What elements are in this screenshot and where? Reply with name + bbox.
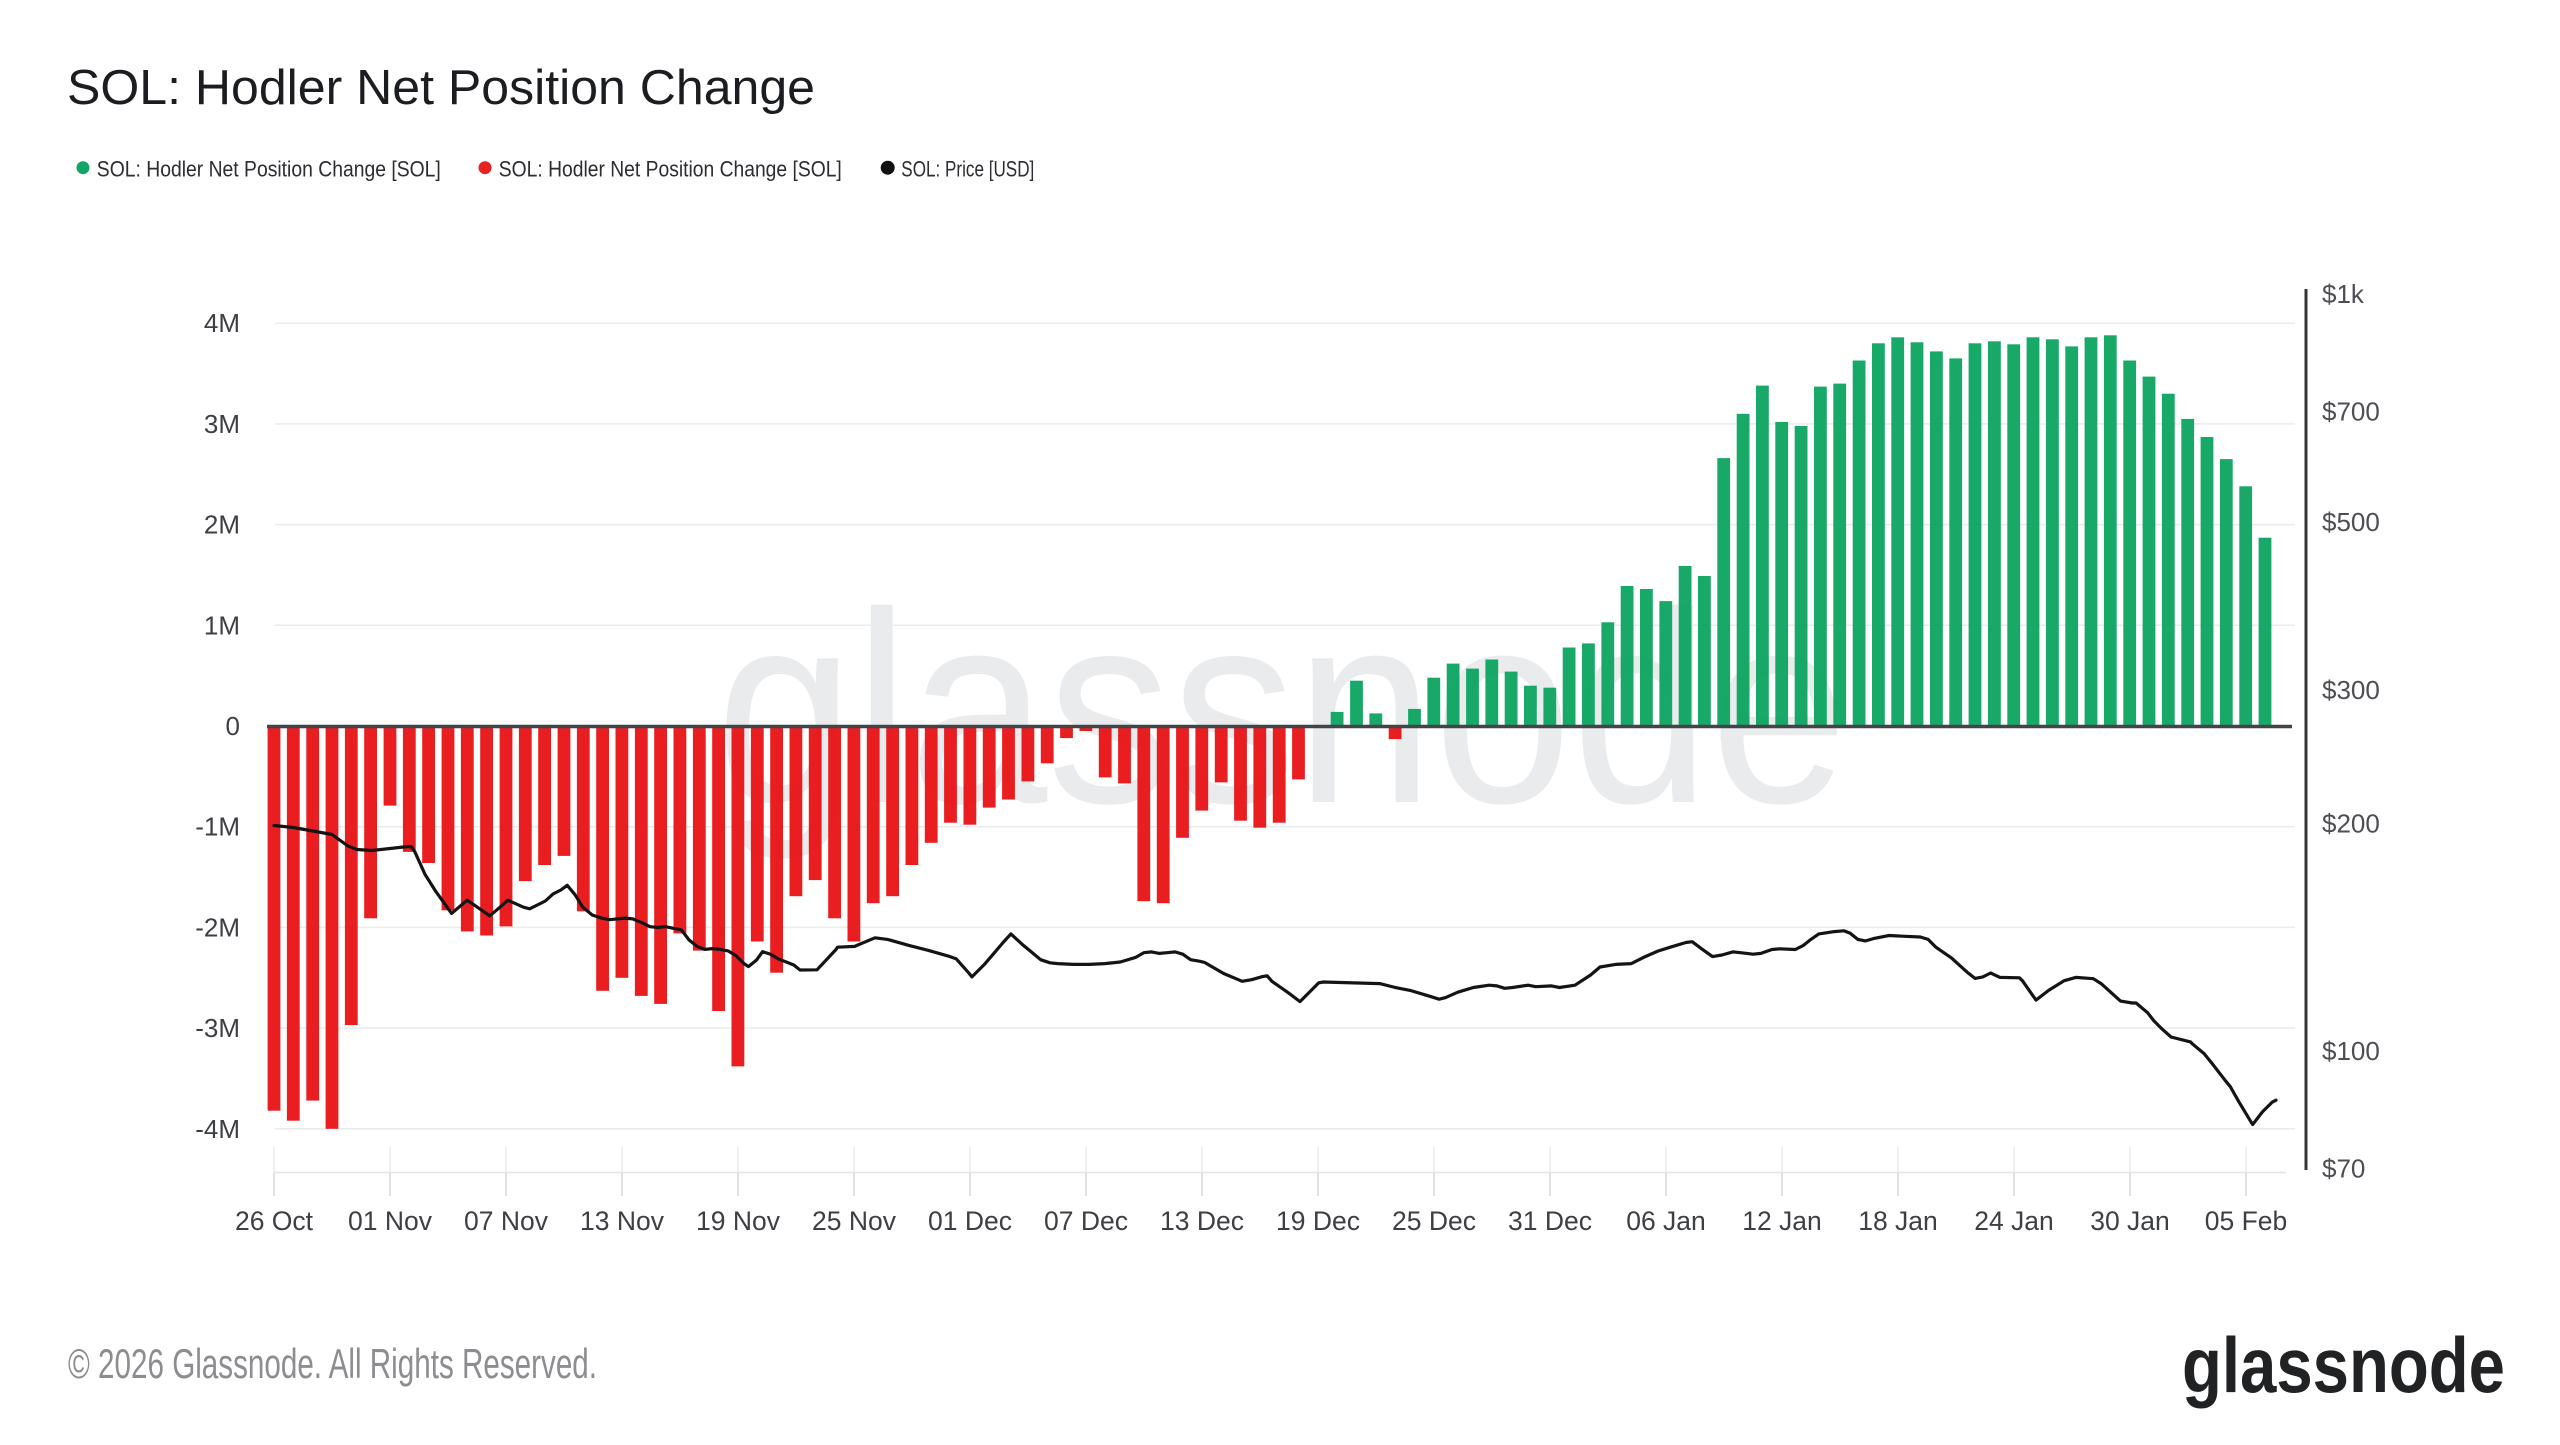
svg-text:$500: $500 (2322, 507, 2380, 537)
svg-text:06 Jan: 06 Jan (1626, 1206, 1706, 1236)
svg-text:$300: $300 (2322, 675, 2380, 705)
svg-text:2M: 2M (204, 510, 240, 540)
svg-text:$200: $200 (2322, 808, 2380, 838)
svg-text:13 Nov: 13 Nov (580, 1206, 665, 1236)
svg-text:07 Dec: 07 Dec (1044, 1206, 1128, 1236)
svg-text:07 Nov: 07 Nov (464, 1206, 549, 1236)
svg-text:19 Dec: 19 Dec (1276, 1206, 1360, 1236)
svg-text:12 Jan: 12 Jan (1742, 1206, 1822, 1236)
svg-text:05 Feb: 05 Feb (2205, 1206, 2288, 1236)
svg-text:01 Dec: 01 Dec (928, 1206, 1012, 1236)
svg-text:25 Nov: 25 Nov (812, 1206, 897, 1236)
svg-text:-4M: -4M (195, 1114, 240, 1144)
svg-text:30 Jan: 30 Jan (2090, 1206, 2170, 1236)
svg-text:$100: $100 (2322, 1036, 2380, 1066)
svg-text:$700: $700 (2322, 396, 2380, 426)
svg-text:SOL: Hodler Net Position Chang: SOL: Hodler Net Position Change [SOL] (97, 157, 441, 182)
svg-text:4M: 4M (204, 308, 240, 338)
svg-text:SOL: Hodler Net Position Chang: SOL: Hodler Net Position Change (67, 61, 815, 115)
svg-text:13 Dec: 13 Dec (1160, 1206, 1244, 1236)
svg-text:SOL: Hodler Net Position Chang: SOL: Hodler Net Position Change [SOL] (499, 157, 842, 182)
svg-text:-3M: -3M (195, 1013, 240, 1043)
svg-text:24 Jan: 24 Jan (1974, 1206, 2054, 1236)
svg-text:31 Dec: 31 Dec (1508, 1206, 1592, 1236)
svg-text:-1M: -1M (195, 812, 240, 842)
svg-text:25 Dec: 25 Dec (1392, 1206, 1476, 1236)
svg-text:3M: 3M (204, 409, 240, 439)
svg-text:© 2026 Glassnode. All Rights R: © 2026 Glassnode. All Rights Reserved. (68, 1340, 597, 1387)
svg-text:SOL: Price [USD]: SOL: Price [USD] (901, 157, 1034, 182)
svg-text:19 Nov: 19 Nov (696, 1206, 781, 1236)
svg-text:glassnode: glassnode (2182, 1321, 2505, 1409)
svg-text:0: 0 (226, 711, 240, 741)
svg-text:01 Nov: 01 Nov (348, 1206, 433, 1236)
svg-text:$70: $70 (2322, 1154, 2365, 1184)
svg-text:1M: 1M (204, 610, 240, 640)
svg-text:$1k: $1k (2322, 279, 2365, 309)
svg-text:26 Oct: 26 Oct (235, 1206, 314, 1236)
svg-text:-2M: -2M (195, 912, 240, 942)
svg-text:18 Jan: 18 Jan (1858, 1206, 1938, 1236)
